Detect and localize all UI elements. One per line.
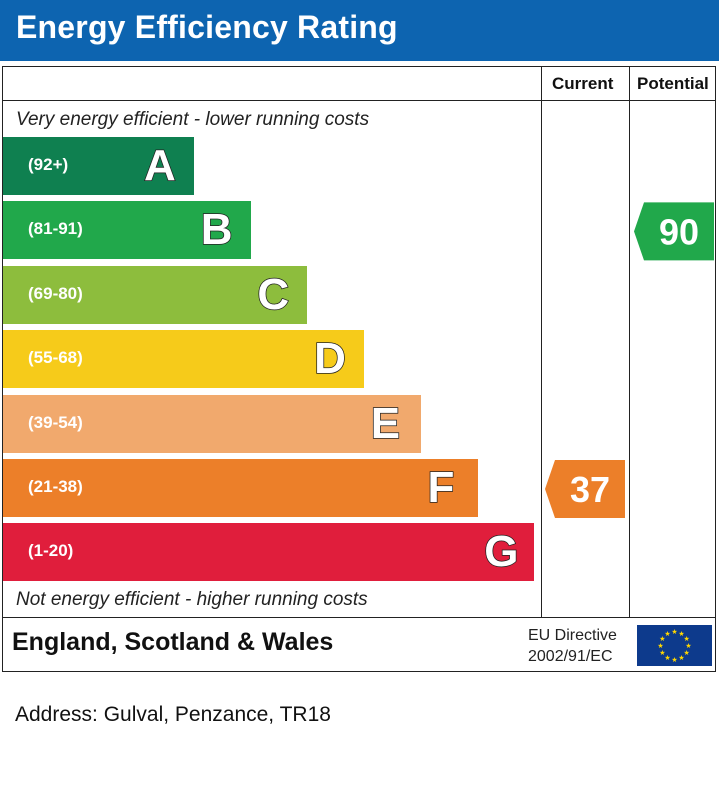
address-line: Address: Gulval, Penzance, TR18 bbox=[15, 703, 331, 726]
band-range-label: (55-68) bbox=[28, 348, 83, 368]
band-letter: E bbox=[370, 398, 401, 449]
eu-star-icon: ★ bbox=[664, 630, 670, 638]
bottom-caption: Not energy efficient - higher running co… bbox=[16, 589, 368, 610]
band-f: (21-38) F bbox=[3, 459, 478, 517]
band-d: (55-68) D bbox=[3, 330, 365, 389]
potential-rating-arrow: 90 bbox=[634, 202, 714, 261]
potential-column-divider bbox=[629, 66, 630, 618]
band-b: (81-91) B bbox=[3, 201, 251, 260]
band-range-label: (69-80) bbox=[28, 283, 83, 303]
eu-directive-number: 2002/91/EC bbox=[528, 648, 613, 665]
band-range-label: (21-38) bbox=[28, 477, 83, 496]
top-caption: Very energy efficient - lower running co… bbox=[16, 109, 370, 130]
band-a: (92+) A bbox=[3, 137, 194, 195]
band-range-label: (81-91) bbox=[28, 219, 83, 239]
chart-title: Energy Efficiency Rating bbox=[16, 9, 398, 45]
potential-rating-arrow-value: 90 bbox=[659, 211, 699, 252]
region-label: England, Scotland & Wales bbox=[12, 628, 334, 656]
eu-star-icon: ★ bbox=[671, 656, 677, 664]
eu-star-icon: ★ bbox=[659, 649, 665, 657]
current-rating-arrow-shape bbox=[545, 460, 625, 518]
current-column-header: Current bbox=[552, 74, 614, 93]
band-letter: B bbox=[200, 205, 233, 256]
eu-star-icon: ★ bbox=[671, 628, 677, 636]
band-c: (69-80) C bbox=[3, 265, 308, 324]
eu-star-icon: ★ bbox=[657, 642, 663, 650]
eu-star-icon: ★ bbox=[678, 654, 684, 662]
eu-star-icon: ★ bbox=[683, 649, 689, 657]
band-letter: F bbox=[427, 462, 455, 513]
eu-flag-icon: ★★★★★★★★★ ★ ★★ bbox=[637, 625, 712, 666]
band-letter: D bbox=[313, 333, 346, 384]
rating-frame bbox=[2, 66, 716, 672]
band-range-label: (1-20) bbox=[28, 541, 74, 561]
header-bar: Energy Efficiency Rating bbox=[0, 0, 719, 61]
eu-star-icon: ★ bbox=[685, 642, 691, 650]
band-g: (1-20) G bbox=[3, 523, 535, 582]
header-row-divider bbox=[2, 100, 716, 101]
band-range-label: (39-54) bbox=[28, 412, 83, 432]
band-letter: A bbox=[143, 140, 176, 191]
current-column-divider bbox=[541, 66, 542, 618]
potential-rating-arrow-shape bbox=[634, 202, 714, 261]
band-range-label: (92+) bbox=[28, 155, 69, 174]
footer-row-divider bbox=[2, 617, 716, 618]
band-letter: C bbox=[257, 269, 290, 320]
eu-star-icon: ★ bbox=[678, 630, 684, 638]
current-rating-arrow: 37 bbox=[545, 460, 625, 518]
current-rating-arrow-value: 37 bbox=[570, 469, 610, 510]
eu-star-icon: ★ bbox=[683, 635, 689, 643]
eu-star-icon: ★ bbox=[664, 654, 670, 662]
eu-directive-label: EU Directive bbox=[528, 627, 617, 644]
band-e: (39-54) E bbox=[3, 394, 421, 453]
potential-column-header: Potential bbox=[637, 74, 709, 93]
band-letter: G bbox=[483, 527, 519, 578]
eu-star-icon: ★ bbox=[659, 635, 665, 643]
